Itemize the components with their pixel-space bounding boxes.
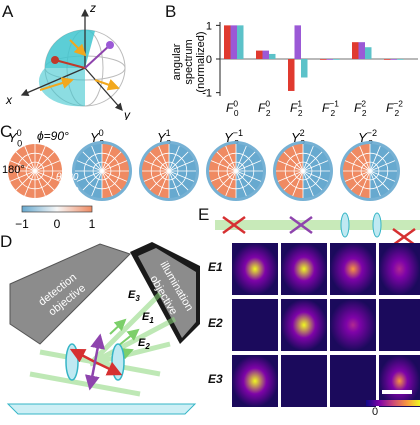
- deg180-label: 180°: [2, 164, 25, 176]
- theta30-label: θ=30: [56, 172, 79, 183]
- bar-F00-s0: [224, 25, 231, 59]
- ylabel-line3: (normalized): [195, 31, 207, 92]
- bar-F2-1-s0: [320, 59, 327, 60]
- harmonic-colorbar: [21, 205, 93, 213]
- lens-right: [111, 343, 125, 381]
- image-tile-r0-c3: [379, 243, 420, 295]
- harmonic-disc-0: [8, 144, 62, 198]
- y-tick-label: 0: [206, 54, 212, 66]
- bar-F20-s0: [256, 50, 263, 59]
- harmonics-panel: Y00Y02Y12Y−12Y22Y−22 ϕ=90° 180° θ=30 θ=6…: [2, 128, 400, 231]
- image-tile-r1-c1: [281, 299, 327, 351]
- x-tick-label-0: F0 0: [226, 99, 239, 119]
- row-label-e2: E2: [208, 316, 223, 330]
- row-label-e1: E1: [208, 260, 223, 274]
- image-tile-r2-c1: [281, 355, 327, 407]
- image-tile-r0-c2: [330, 243, 376, 295]
- image-tile-r2-c2: [330, 355, 376, 407]
- x-tick-label-5: F−2 2: [386, 99, 403, 119]
- coverslip: [6, 403, 197, 415]
- image-tile-r1-c3: [379, 299, 420, 351]
- bar-F21-s2: [301, 59, 308, 78]
- ylabel-line2: spectrum: [183, 39, 195, 84]
- axis-z-label: z: [89, 1, 96, 15]
- bar-F2-2-s1: [390, 59, 397, 60]
- theta60-label: θ=60: [56, 186, 79, 197]
- bar-F20-s2: [269, 53, 276, 59]
- sphere-diagram: z x y: [5, 1, 131, 120]
- bar-F22-s2: [365, 47, 372, 59]
- bar-F2-1-s2: [333, 59, 340, 60]
- y-tick-label: 1: [206, 20, 212, 32]
- bar-F00-s1: [230, 25, 237, 59]
- bar-F21-s0: [288, 59, 295, 91]
- harmonic-disc-5: [340, 141, 400, 201]
- axis-y-label: y: [123, 108, 131, 120]
- harmonic-disc-2: [139, 141, 199, 201]
- cbar-tick-neg: −1: [15, 217, 29, 231]
- panel-e-label: E: [198, 205, 210, 224]
- optical-setup-diagram: detection objective illumination objecti…: [6, 242, 200, 415]
- bar-F2-2-s0: [384, 59, 391, 60]
- ylabel-line1: angular: [171, 43, 183, 80]
- x-tick-label-3: F−1 2: [322, 99, 339, 119]
- bar-F00-s2: [237, 25, 244, 59]
- harmonic-label-0: Y0 0: [8, 128, 22, 148]
- angular-spectrum-chart: angular spectrum (normalized) 1 0 -1 F0 0 F0…: [171, 20, 418, 119]
- bar-F22-s0: [352, 42, 359, 59]
- cbar-tick-pos: 1: [89, 217, 96, 231]
- panel-a-label: A: [2, 2, 14, 21]
- row-label-e3: E3: [208, 372, 223, 386]
- harmonic-disc-4: [273, 141, 333, 201]
- y-tick-label: -1: [202, 88, 212, 100]
- harmonic-disc-1: [72, 141, 132, 201]
- x-tick-label-1: F0 2: [258, 99, 271, 119]
- setup-e1-label: E1: [142, 311, 154, 325]
- setup-e3-label: E3: [128, 289, 140, 303]
- x-tick-label-2: F1 2: [290, 99, 303, 119]
- image-colorbar-min: 0: [372, 406, 379, 418]
- bar-F20-s1: [262, 50, 269, 59]
- image-tile-r2-c0: [232, 355, 278, 407]
- image-grid: [208, 243, 420, 420]
- beam-schematic: [215, 212, 420, 245]
- setup-e2-label: E2: [138, 337, 150, 351]
- detection-objective: [9, 243, 131, 345]
- harmonic-disc-3: [206, 141, 266, 201]
- bar-F22-s1: [358, 42, 365, 59]
- panel-c-label: C: [0, 122, 13, 141]
- image-colorbar: [366, 400, 420, 406]
- image-tile-r2-c3: [379, 355, 420, 407]
- x-tick-label-4: F2 2: [354, 99, 367, 119]
- bar-F21-s1: [294, 25, 301, 59]
- bar-F2-2-s2: [397, 59, 404, 60]
- cbar-tick-zero: 0: [54, 217, 61, 231]
- image-tile-r1-c0: [232, 299, 278, 351]
- panel-d-label: D: [0, 232, 13, 251]
- lens-left: [65, 343, 79, 381]
- phi-label: ϕ=90°: [37, 129, 69, 143]
- image-tile-r1-c2: [330, 299, 376, 351]
- red-dot-icon: [51, 56, 59, 64]
- scale-bar: [382, 390, 412, 394]
- purple-dot-icon: [106, 41, 114, 49]
- image-tile-r0-c1: [281, 243, 327, 295]
- image-tile-r0-c0: [232, 243, 278, 295]
- bar-F2-1-s1: [326, 59, 333, 60]
- axis-x-label: x: [5, 93, 13, 107]
- panel-b-label: B: [165, 2, 177, 21]
